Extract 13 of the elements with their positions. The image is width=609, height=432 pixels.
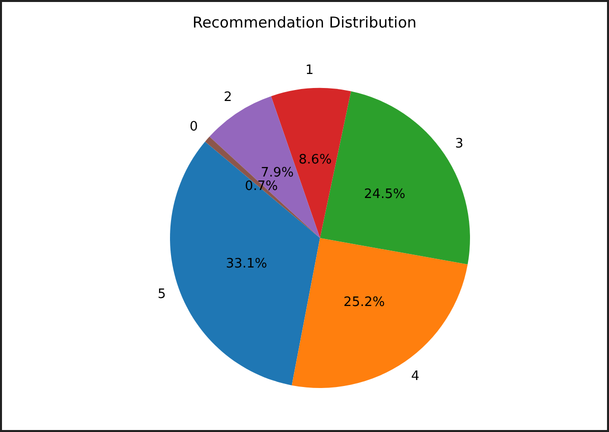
slice-label: 2: [224, 90, 232, 106]
chart-title: Recommendation Distribution: [192, 14, 417, 32]
data-label: 8.6%: [298, 152, 332, 168]
slice-label: 5: [158, 286, 166, 302]
data-label: 7.9%: [260, 165, 294, 180]
data-label: 0.7%: [244, 179, 278, 194]
slice-label: 4: [411, 368, 420, 384]
slice-label: 3: [455, 136, 464, 152]
slice-label: 1: [305, 62, 314, 78]
data-label: 24.5%: [364, 186, 406, 202]
data-label: 25.2%: [344, 294, 385, 310]
slice-label: 0: [190, 120, 198, 135]
data-label: 33.1%: [226, 256, 268, 272]
